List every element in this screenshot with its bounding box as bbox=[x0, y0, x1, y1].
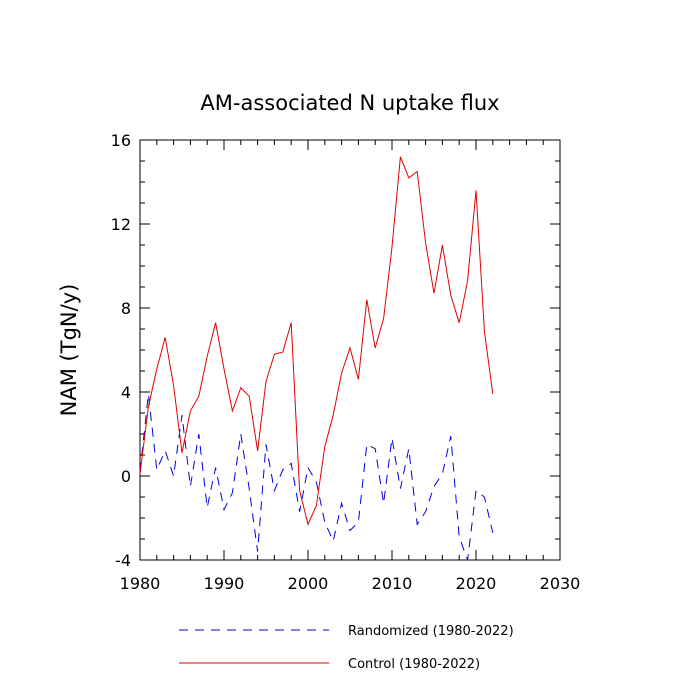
y-tick-label: 4 bbox=[121, 383, 131, 402]
x-tick-label: 2030 bbox=[540, 574, 581, 593]
x-tick-label: 2000 bbox=[288, 574, 329, 593]
y-tick-label: 16 bbox=[111, 131, 131, 150]
plot-area: 1980 1990 2000 2010 2020 2030 -4 0 4 8 12 16 bbox=[111, 131, 581, 593]
series-line-randomized bbox=[139, 394, 494, 561]
legend-label: Control (1980-2022) bbox=[348, 657, 480, 672]
chart-title: AM-associated N uptake flux bbox=[200, 91, 499, 115]
legend: Randomized (1980-2022) Control (1980-2022… bbox=[179, 624, 514, 672]
y-tick-label: 12 bbox=[111, 215, 131, 234]
plot-frame bbox=[139, 139, 561, 561]
x-tick-label: 1980 bbox=[120, 574, 161, 593]
y-tick-label: 0 bbox=[121, 467, 131, 486]
x-tick-label: 2020 bbox=[456, 574, 497, 593]
y-tick-label: 8 bbox=[121, 299, 131, 318]
series-line-control bbox=[139, 156, 494, 526]
x-tick-label: 1990 bbox=[204, 574, 245, 593]
y-tick-label: -4 bbox=[115, 551, 131, 570]
y-axis-label: NAM (TgN/y) bbox=[57, 284, 81, 417]
legend-label: Randomized (1980-2022) bbox=[348, 624, 514, 639]
x-tick-label: 2010 bbox=[372, 574, 413, 593]
